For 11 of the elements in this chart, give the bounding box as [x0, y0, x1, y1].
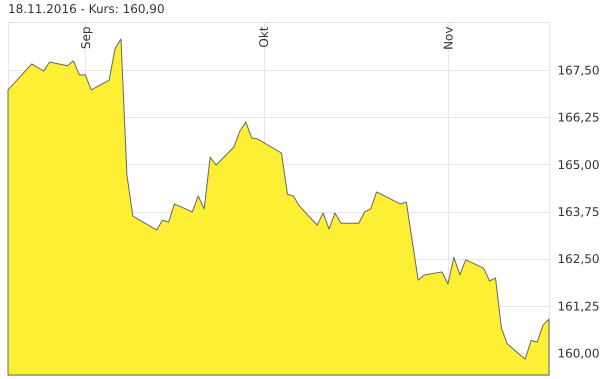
y-tick-label: 165,00	[558, 158, 600, 172]
y-tick-label: 160,00	[558, 346, 600, 361]
x-tick-label: Nov	[441, 26, 456, 50]
y-tick-label: 166,25	[558, 110, 600, 125]
x-tick-label: Sep	[78, 26, 93, 50]
chart-title: 18.11.2016 - Kurs: 160,90	[8, 2, 165, 16]
y-tick-label: 161,25	[558, 299, 600, 314]
y-tick-label: 163,75	[558, 205, 600, 220]
x-tick-label: Okt	[257, 26, 272, 48]
y-tick-label: 162,50	[558, 252, 600, 266]
y-tick-label: 167,50	[558, 63, 600, 78]
